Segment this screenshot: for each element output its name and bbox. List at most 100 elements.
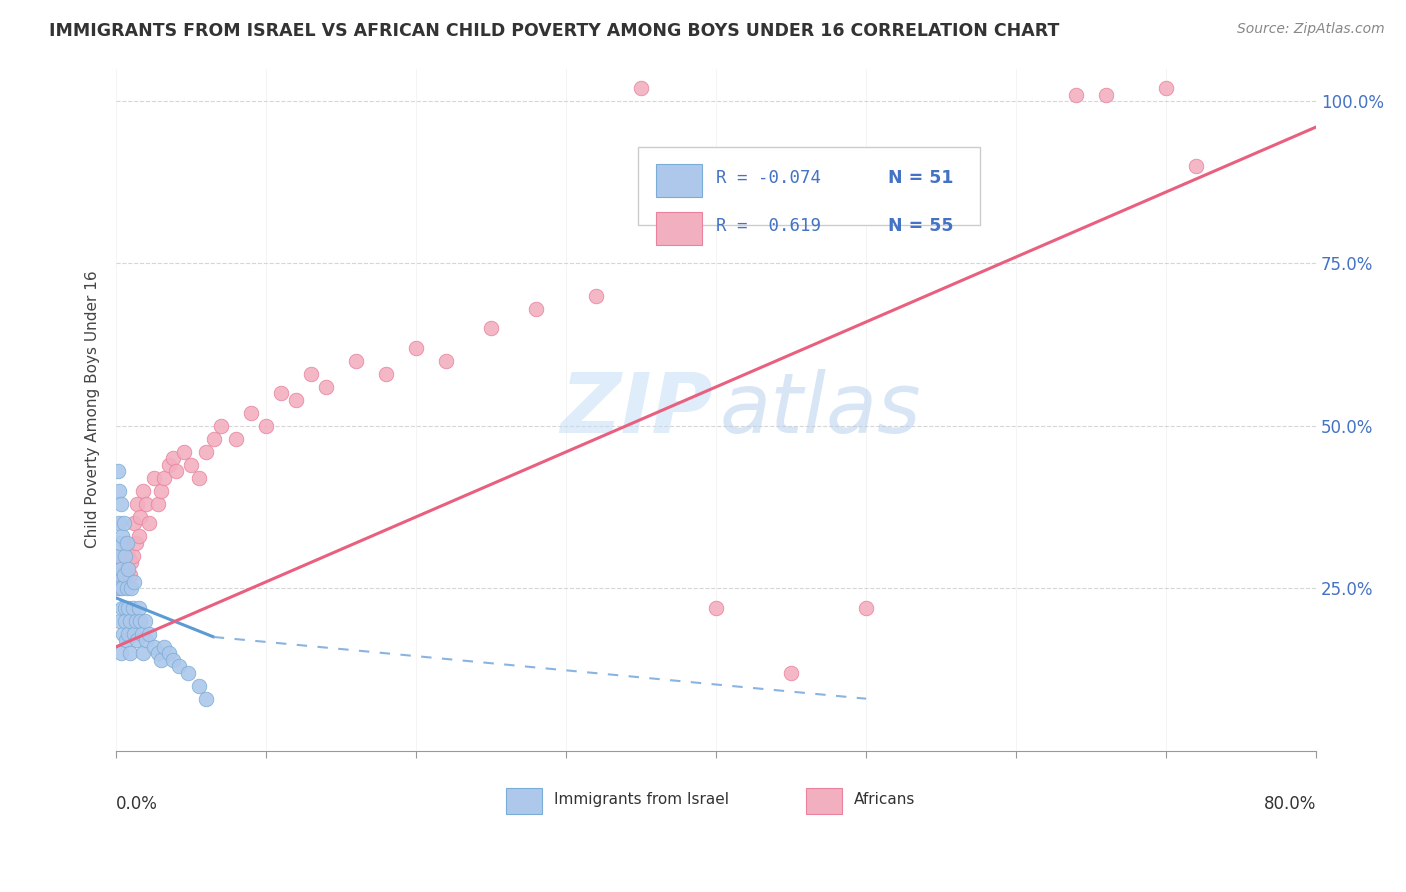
Point	[138, 626, 160, 640]
Point	[187, 679, 209, 693]
Point	[117, 562, 139, 576]
Text: R = -0.074: R = -0.074	[716, 169, 821, 187]
Point	[125, 614, 148, 628]
Point	[285, 392, 308, 407]
FancyBboxPatch shape	[506, 789, 543, 814]
Point	[585, 289, 607, 303]
Point	[108, 581, 131, 595]
Point	[138, 516, 160, 531]
FancyBboxPatch shape	[657, 164, 702, 197]
Point	[121, 549, 143, 563]
Point	[209, 418, 232, 433]
Point	[855, 600, 877, 615]
Point	[110, 562, 132, 576]
Point	[115, 562, 138, 576]
Text: N = 51: N = 51	[887, 169, 953, 187]
Point	[112, 568, 135, 582]
Point	[120, 581, 142, 595]
Point	[157, 646, 180, 660]
Text: Africans: Africans	[855, 791, 915, 806]
Point	[127, 633, 149, 648]
Point	[153, 640, 176, 654]
Point	[167, 659, 190, 673]
Point	[127, 497, 149, 511]
Point	[135, 497, 157, 511]
Point	[240, 406, 263, 420]
Point	[112, 516, 135, 531]
Point	[115, 633, 138, 648]
Point	[780, 665, 803, 680]
Point	[122, 516, 145, 531]
Point	[162, 653, 184, 667]
Point	[142, 471, 165, 485]
Point	[132, 483, 155, 498]
Point	[1154, 81, 1177, 95]
Point	[131, 626, 153, 640]
Point	[150, 653, 173, 667]
Point	[111, 549, 134, 563]
Point	[165, 464, 187, 478]
Point	[153, 471, 176, 485]
Text: 0.0%: 0.0%	[117, 795, 157, 813]
Point	[180, 458, 202, 472]
Text: atlas: atlas	[720, 369, 921, 450]
FancyBboxPatch shape	[638, 147, 980, 226]
Point	[107, 464, 129, 478]
Point	[118, 568, 141, 582]
Point	[108, 562, 131, 576]
Point	[114, 600, 136, 615]
Point	[112, 574, 135, 589]
Text: ZIP: ZIP	[560, 369, 713, 450]
Point	[108, 614, 131, 628]
Point	[1095, 87, 1118, 102]
Point	[120, 555, 142, 569]
Text: N = 55: N = 55	[887, 218, 953, 235]
Point	[1064, 87, 1087, 102]
Point	[110, 497, 132, 511]
Point	[524, 301, 547, 316]
Point	[157, 458, 180, 472]
Point	[107, 549, 129, 563]
Point	[125, 536, 148, 550]
Point	[115, 581, 138, 595]
Point	[270, 386, 292, 401]
Point	[110, 646, 132, 660]
Point	[162, 451, 184, 466]
Point	[142, 640, 165, 654]
Point	[111, 529, 134, 543]
Point	[960, 172, 983, 186]
Point	[114, 614, 136, 628]
Point	[118, 646, 141, 660]
Point	[118, 614, 141, 628]
Point	[187, 471, 209, 485]
Point	[108, 483, 131, 498]
Point	[704, 600, 727, 615]
Point	[630, 81, 652, 95]
Point	[375, 367, 398, 381]
Point	[107, 516, 129, 531]
Point	[344, 354, 367, 368]
Point	[405, 341, 427, 355]
Point	[111, 626, 134, 640]
Point	[129, 614, 152, 628]
Y-axis label: Child Poverty Among Boys Under 16: Child Poverty Among Boys Under 16	[86, 271, 100, 549]
Point	[148, 497, 170, 511]
FancyBboxPatch shape	[657, 211, 702, 244]
Point	[117, 600, 139, 615]
Point	[128, 529, 150, 543]
Point	[117, 549, 139, 563]
Point	[129, 509, 152, 524]
Point	[254, 418, 277, 433]
Point	[150, 483, 173, 498]
Point	[121, 600, 143, 615]
Point	[434, 354, 457, 368]
Point	[114, 536, 136, 550]
Point	[111, 581, 134, 595]
Point	[134, 614, 156, 628]
Point	[225, 432, 247, 446]
Point	[148, 646, 170, 660]
Point	[1185, 159, 1208, 173]
Point	[132, 646, 155, 660]
Text: Source: ZipAtlas.com: Source: ZipAtlas.com	[1237, 22, 1385, 37]
Point	[115, 536, 138, 550]
